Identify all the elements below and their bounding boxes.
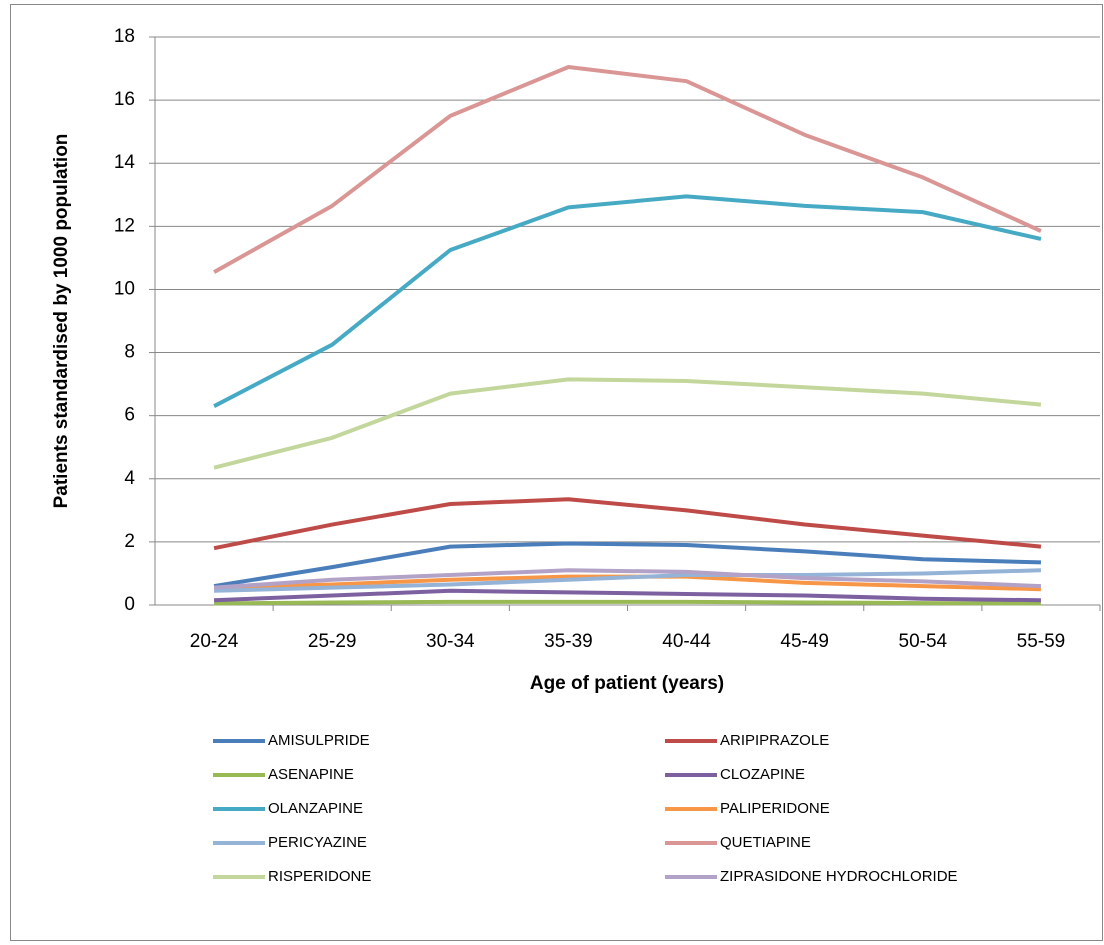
legend-label: PALIPERIDONE — [720, 800, 830, 817]
legend-label: PERICYAZINE — [268, 834, 367, 851]
series-line — [214, 599, 1041, 606]
x-tick-label: 40-44 — [662, 631, 711, 652]
x-tick-label: 20-24 — [190, 631, 239, 652]
y-tick-label: 18 — [114, 26, 135, 47]
series-line — [213, 588, 1041, 603]
legend-label: OLANZAPINE — [268, 800, 363, 817]
x-tick-label: 50-54 — [899, 631, 948, 652]
y-tick-label: 16 — [114, 89, 135, 110]
series-line — [213, 377, 1042, 470]
y-tick-label: 4 — [124, 468, 135, 489]
y-tick-label: 0 — [124, 594, 135, 615]
series-line — [213, 64, 1042, 274]
x-tick-label: 45-49 — [780, 631, 829, 652]
x-tick-label: 55-59 — [1017, 631, 1066, 652]
series-line — [213, 541, 1041, 589]
x-tick-label: 25-29 — [308, 631, 357, 652]
x-tick-label: 35-39 — [544, 631, 593, 652]
series-line — [213, 497, 1042, 551]
series-line — [214, 568, 1041, 593]
legend-label: ASENAPINE — [268, 766, 354, 783]
x-tick-label: 30-34 — [426, 631, 475, 652]
chart-border — [10, 4, 1103, 941]
legend-label: ARIPIPRAZOLE — [720, 732, 829, 749]
y-tick-label: 12 — [114, 215, 135, 236]
y-tick-label: 2 — [124, 531, 135, 552]
y-tick-label: 8 — [124, 342, 135, 363]
y-tick-label: 14 — [114, 152, 136, 173]
series-line — [213, 568, 1042, 590]
y-axis-title: Patients standardised by 1000 population — [51, 134, 72, 509]
legend-label: QUETIAPINE — [720, 834, 811, 851]
y-tick-label: 10 — [114, 278, 135, 299]
legend-label: CLOZAPINE — [720, 766, 805, 783]
series-line — [213, 194, 1042, 408]
y-tick-label: 6 — [124, 405, 135, 426]
x-axis-title: Age of patient (years) — [530, 673, 724, 694]
legend-label: ZIPRASIDONE HYDROCHLORIDE — [720, 868, 958, 885]
legend-label: AMISULPRIDE — [268, 732, 370, 749]
legend-label: RISPERIDONE — [268, 868, 371, 885]
